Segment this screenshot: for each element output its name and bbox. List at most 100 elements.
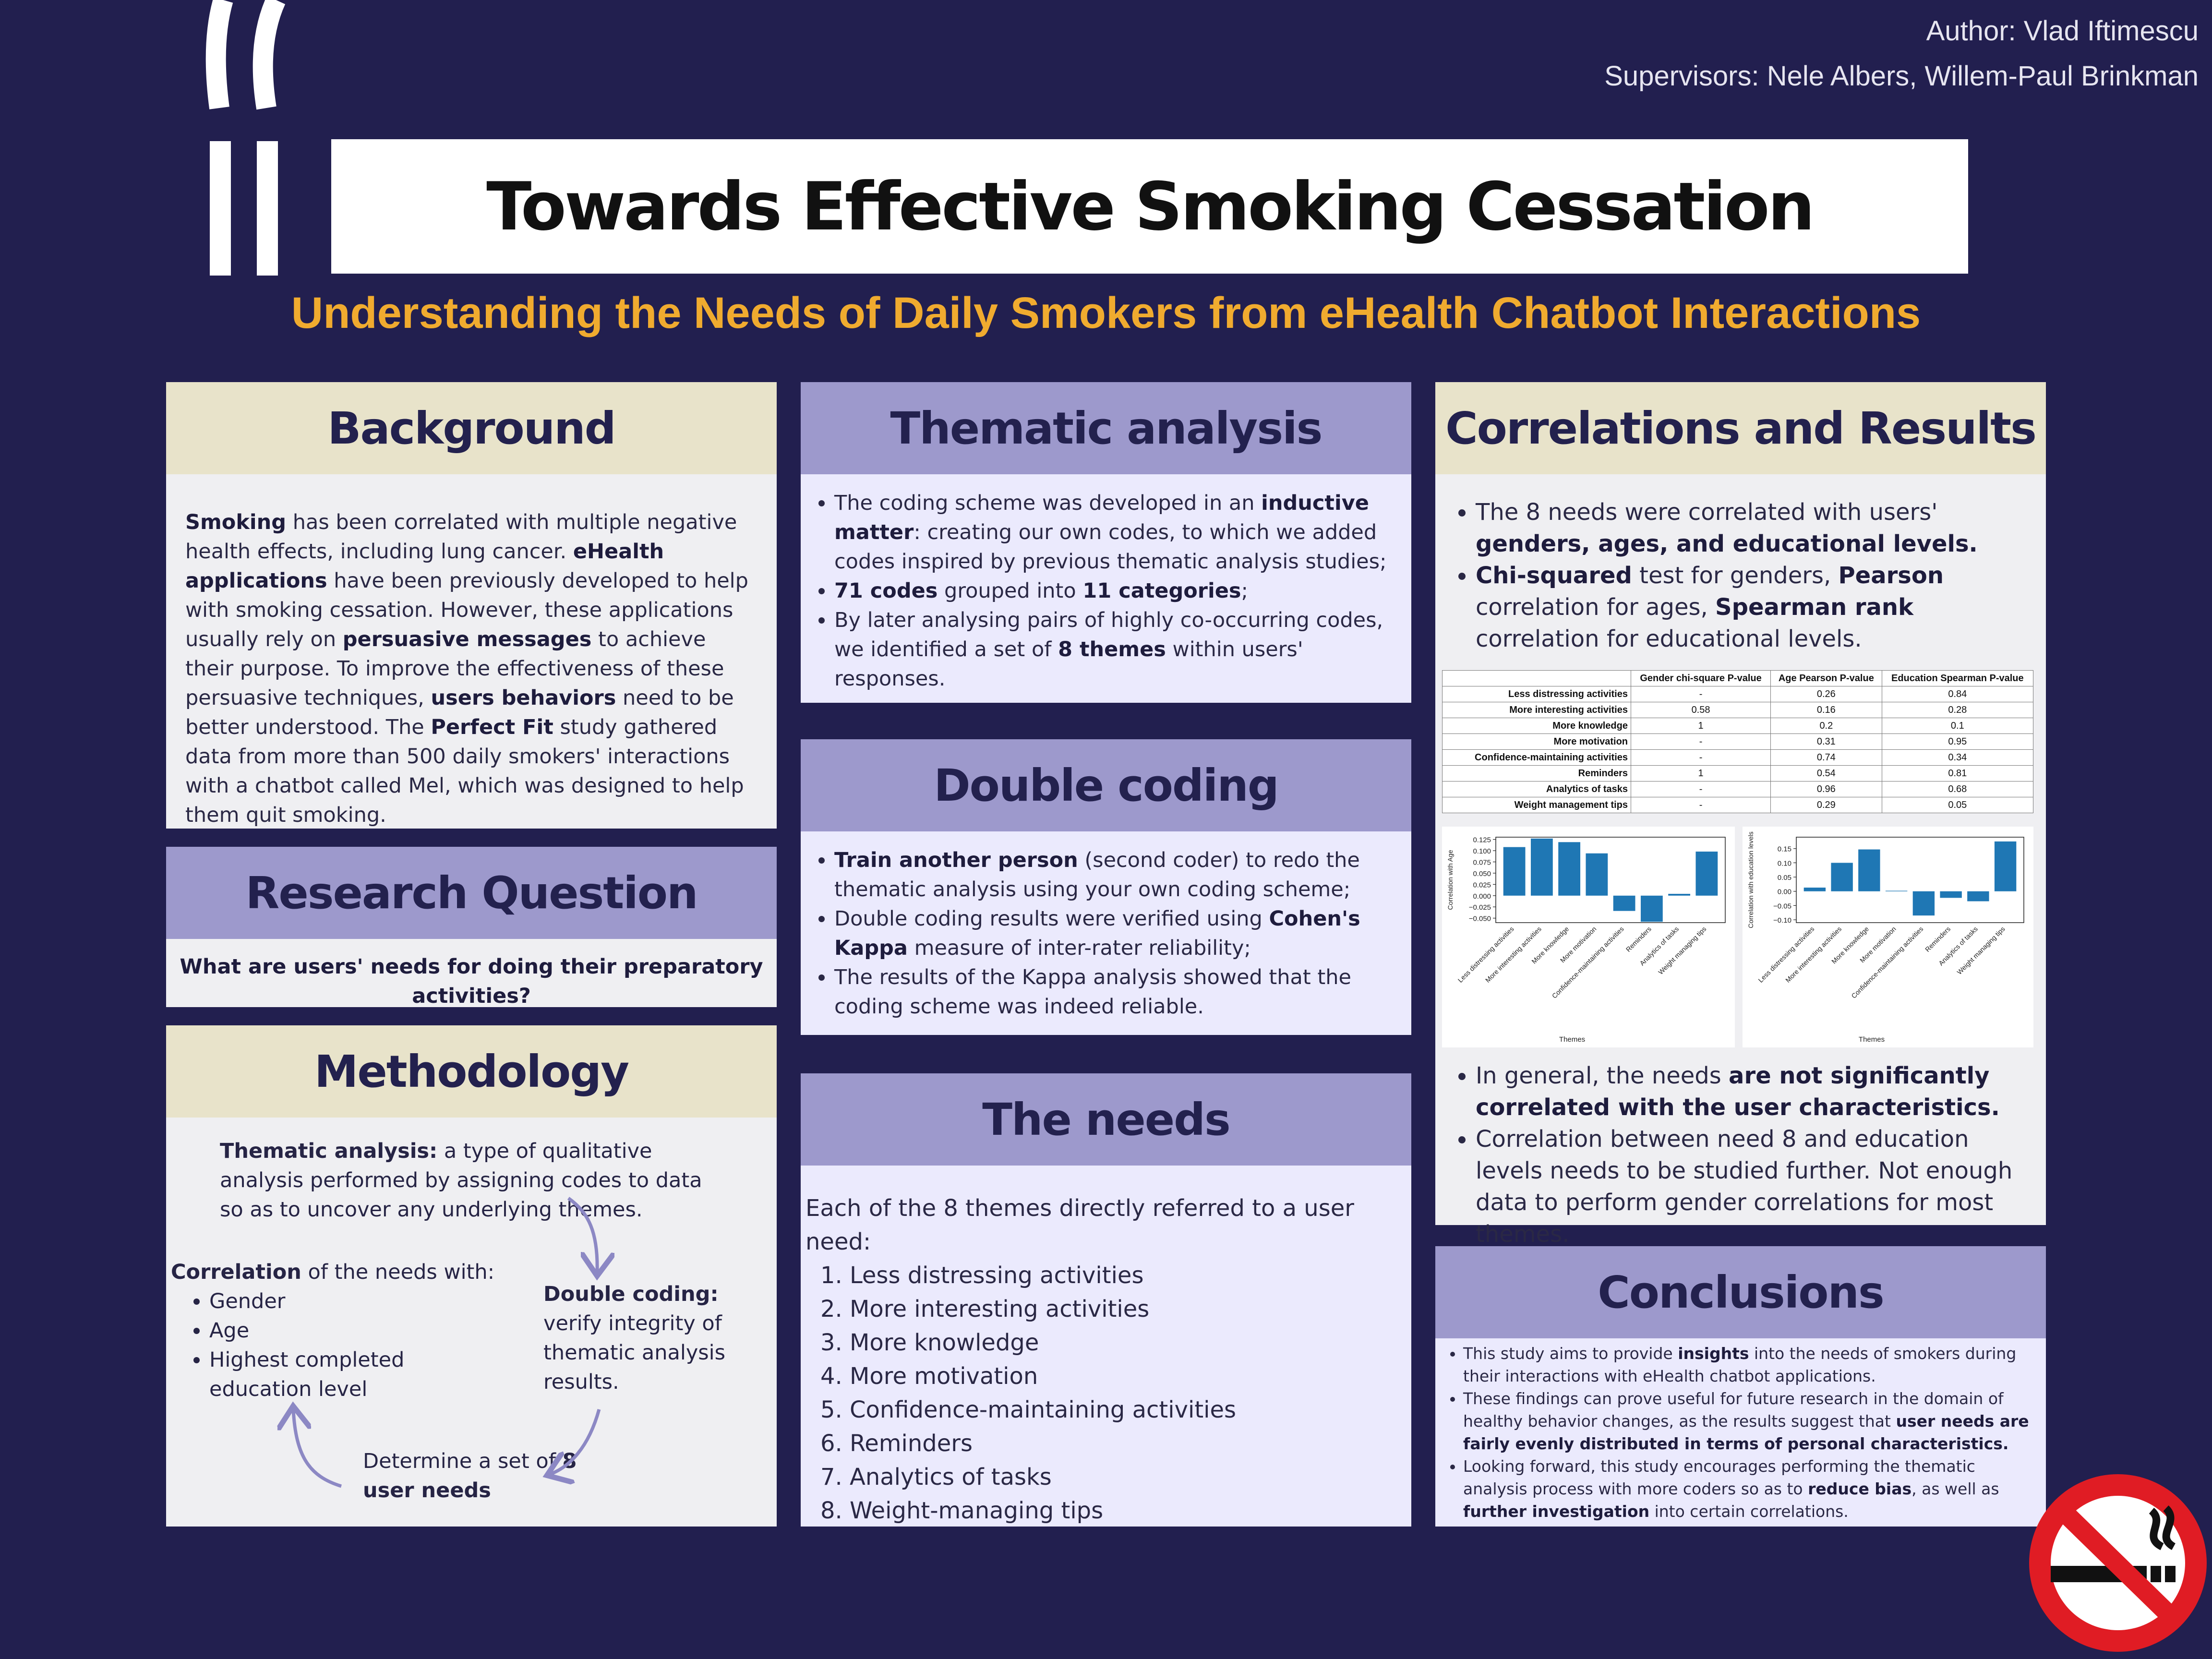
bar bbox=[1695, 851, 1718, 896]
list-item: The results of the Kappa analysis showed… bbox=[834, 963, 1402, 1022]
methodology-double-text: Double coding: verify integrity of thema… bbox=[543, 1282, 726, 1394]
table-cell: 0.26 bbox=[1770, 686, 1882, 702]
bar bbox=[1503, 847, 1526, 896]
bar bbox=[1967, 891, 1989, 902]
correlations-intro: The 8 needs were correlated with users' … bbox=[1435, 496, 2046, 655]
thematic-list: The coding scheme was developed in an in… bbox=[801, 489, 1402, 694]
y-tick-label: 0.10 bbox=[1778, 859, 1791, 867]
y-tick-label: 0.075 bbox=[1473, 859, 1491, 867]
table-cell: - bbox=[1630, 749, 1771, 766]
age-chart: 0.125 0.100 0.075 0.050 0.025 0.000 −0.025 −0.0… bbox=[1442, 827, 1735, 1047]
table-cell: - bbox=[1630, 686, 1771, 702]
needs-card: The needs Each of the 8 themes directly … bbox=[801, 1073, 1411, 1527]
table-row: More interesting activities 0.58 0.16 0.28 bbox=[1442, 702, 2034, 718]
correlations-results: In general, the needs are not significan… bbox=[1435, 1060, 2046, 1250]
needs-heading: The needs bbox=[801, 1073, 1411, 1166]
table-cell: 0.1 bbox=[1881, 718, 2034, 734]
list-item: These findings can prove useful for futu… bbox=[1463, 1387, 2034, 1455]
table-cell: 0.81 bbox=[1881, 765, 2034, 781]
no-smoking-icon bbox=[2029, 1474, 2207, 1652]
table-row: Analytics of tasks -0.96 0.68 bbox=[1442, 781, 2034, 797]
table-cell: 1 bbox=[1630, 718, 1771, 734]
double-coding-body: Train another person (second coder) to r… bbox=[801, 846, 1411, 1022]
list-item: Double coding results were verified usin… bbox=[834, 904, 1402, 963]
table-row: More knowledge 1 0.2 0.1 bbox=[1442, 718, 2034, 734]
table-cell: - bbox=[1630, 797, 1771, 813]
bar bbox=[1558, 842, 1581, 896]
methodology-heading: Methodology bbox=[166, 1025, 777, 1118]
table-cell: 0.31 bbox=[1770, 733, 1882, 750]
conclusions-card: Conclusions This study aims to provide i… bbox=[1435, 1246, 2046, 1527]
list-item: This study aims to provide insights into… bbox=[1463, 1342, 2034, 1387]
list-item: Correlation between need 8 and education… bbox=[1476, 1123, 2036, 1250]
author-block: Author: Vlad Iftimescu Supervisors: Nele… bbox=[1604, 9, 2199, 99]
education-chart: 0.15 0.10 0.05 0.00 −0.05 −0.10 Less distressi… bbox=[1743, 827, 2033, 1047]
table-cell: 0.58 bbox=[1630, 702, 1771, 718]
list-item: More motivation bbox=[850, 1359, 1411, 1393]
y-tick-label: 0.000 bbox=[1473, 892, 1491, 901]
methodology-determine-text: Determine a set of 8 user needs bbox=[363, 1449, 577, 1503]
table-cell: Weight management tips bbox=[1442, 797, 1631, 813]
list-item: By later analysing pairs of highly co-oc… bbox=[834, 606, 1402, 694]
list-item: Gender bbox=[209, 1287, 507, 1316]
y-tick-label: −0.025 bbox=[1469, 903, 1491, 912]
table-cell: 0.96 bbox=[1770, 781, 1882, 797]
list-item: Age bbox=[209, 1316, 507, 1346]
background-text: Smoking has been correlated with multipl… bbox=[185, 510, 748, 827]
x-tick-label: Less distressing activities bbox=[1756, 925, 1815, 984]
bar bbox=[1831, 863, 1853, 891]
list-item: Confidence-maintaining activities bbox=[850, 1393, 1411, 1427]
methodology-thematic-text: Thematic analysis: a type of qualitative… bbox=[220, 1139, 702, 1222]
x-tick-label: Reminders bbox=[1923, 925, 1952, 953]
table-cell: 0.84 bbox=[1881, 686, 2034, 702]
bar bbox=[1858, 849, 1880, 891]
correlations-list: The 8 needs were correlated with users' … bbox=[1442, 496, 2036, 655]
table-row: Less distressing activities -0.26 0.84 bbox=[1442, 686, 2034, 702]
x-axis-label: Themes bbox=[1859, 1035, 1885, 1044]
conclusions-list: This study aims to provide insights into… bbox=[1435, 1342, 2034, 1523]
list-item: In general, the needs are not significan… bbox=[1476, 1060, 2036, 1123]
table-cell: 0.29 bbox=[1770, 797, 1882, 813]
conclusions-heading: Conclusions bbox=[1435, 1246, 2046, 1338]
table-cell: Reminders bbox=[1442, 765, 1631, 781]
y-tick-label: 0.05 bbox=[1778, 874, 1791, 882]
y-axis-label: Correlation with education levels bbox=[1747, 831, 1755, 928]
list-item: Highest completed education level bbox=[209, 1346, 507, 1404]
x-tick-label: More interesting activities bbox=[1484, 925, 1543, 984]
table-cell: 0.95 bbox=[1881, 733, 2034, 750]
bar bbox=[1586, 853, 1608, 896]
table-row: Weight management tips -0.29 0.05 bbox=[1442, 797, 2034, 813]
list-item: 71 codes grouped into 11 categories; bbox=[834, 577, 1402, 606]
x-tick-label: Reminders bbox=[1624, 925, 1653, 953]
methodology-correlation-text: Correlation of the needs with: bbox=[171, 1260, 495, 1284]
thematic-analysis-heading: Thematic analysis bbox=[801, 382, 1411, 474]
table-header-cell bbox=[1442, 670, 1631, 686]
bar bbox=[1803, 888, 1826, 891]
double-coding-heading: Double coding bbox=[801, 739, 1411, 831]
table-row: Reminders 1 0.54 0.81 bbox=[1442, 765, 2034, 781]
title-banner: Towards Effective Smoking Cessation bbox=[331, 139, 1968, 274]
table-cell: Less distressing activities bbox=[1442, 686, 1631, 702]
y-tick-label: 0.050 bbox=[1473, 870, 1491, 878]
y-tick-label: 0.025 bbox=[1473, 881, 1491, 889]
plot-frame bbox=[1796, 837, 2024, 923]
y-tick-label: 0.15 bbox=[1778, 845, 1791, 854]
list-item: The coding scheme was developed in an in… bbox=[834, 489, 1402, 577]
x-tick-label: More interesting activities bbox=[1784, 925, 1843, 984]
list-item: Less distressing activities bbox=[850, 1259, 1411, 1292]
list-item: Chi-squared test for genders, Pearson co… bbox=[1476, 560, 2036, 655]
double-coding-list: Train another person (second coder) to r… bbox=[801, 846, 1402, 1022]
bar bbox=[1640, 895, 1663, 922]
list-item: Looking forward, this study encourages p… bbox=[1463, 1455, 2034, 1523]
author-name: Author: Vlad Iftimescu bbox=[1926, 15, 2199, 47]
list-item: The 8 needs were correlated with users' … bbox=[1476, 496, 2036, 560]
table-cell: 0.34 bbox=[1881, 749, 2034, 766]
thematic-analysis-card: Thematic analysis The coding scheme was … bbox=[801, 382, 1411, 703]
table-row: More motivation -0.31 0.95 bbox=[1442, 733, 2034, 750]
y-tick-label: 0.00 bbox=[1778, 888, 1791, 896]
research-question-card: Research Question What are users' needs … bbox=[166, 847, 777, 1008]
poster-title: Towards Effective Smoking Cessation bbox=[486, 168, 1815, 245]
table-cell: Analytics of tasks bbox=[1442, 781, 1631, 797]
table-cell: 0.54 bbox=[1770, 765, 1882, 781]
